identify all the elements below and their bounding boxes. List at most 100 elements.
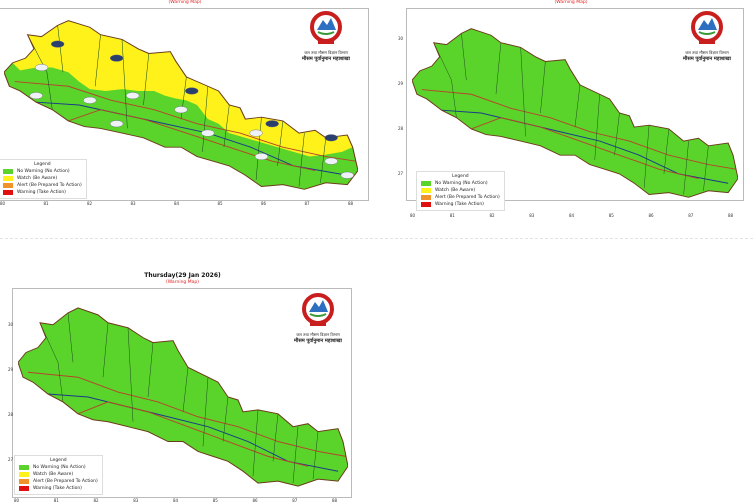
district-boundary (433, 42, 689, 195)
x-axis-tick: 82 (87, 201, 93, 206)
y-axis-tick: 30 (8, 322, 14, 327)
y-axis-tick: 28 (8, 412, 14, 417)
logo-department-text: जल तथा मौसम विज्ञान विभाग (304, 50, 348, 55)
cloud-rain-icon (50, 40, 65, 48)
legend-swatch (421, 195, 431, 200)
emblem-icon (310, 11, 342, 44)
y-axis-tick: 29 (8, 367, 14, 372)
map-legend: Legend No Warning (No Action) Watch (Be Aw… (416, 171, 505, 211)
district-boundary (57, 25, 327, 183)
legend-item: No Warning (No Action) (421, 180, 500, 187)
warning-map-panel-1: (Warning Map) जल तथा मौसम विज्ञान विभाग म… (0, 0, 370, 220)
map-subtitle: (Warning Map) (168, 0, 202, 5)
legend-swatch (421, 188, 431, 193)
x-axis-tick: 88 (348, 201, 354, 206)
cloud-icon (324, 157, 338, 165)
cloud-icon (174, 106, 188, 114)
legend-swatch (3, 190, 13, 195)
district-boundary (461, 33, 709, 191)
province-boundary (36, 101, 348, 176)
y-axis-tick: 30 (398, 36, 404, 41)
legend-swatch (3, 183, 13, 188)
warning-map-panel-2: (Warning Map) जल तथा मौसम विज्ञान विभाग म… (396, 0, 746, 220)
x-axis-tick: 85 (217, 201, 223, 206)
map-title: Thursday(29 Jan 2026) (144, 272, 221, 279)
province-boundary (68, 109, 316, 172)
x-axis-tick: 82 (489, 213, 495, 218)
province-boundary (471, 117, 699, 180)
legend-label: Alert (Be Prepared To Action) (17, 183, 82, 188)
cloud-icon (249, 129, 263, 137)
map-legend: Legend No Warning (No Action) Watch (Be Aw… (14, 455, 103, 495)
x-axis-tick: 88 (728, 213, 734, 218)
x-axis-tick: 81 (43, 201, 49, 206)
cloud-rain-icon (324, 134, 338, 142)
section-divider (0, 238, 753, 239)
cloud-icon (340, 171, 354, 179)
x-axis-tick: 80 (14, 498, 20, 503)
map-subtitle: (Warning Map) (554, 0, 588, 5)
map-subtitle: (Warning Map) (166, 280, 199, 285)
province-boundary (421, 89, 737, 170)
legend-item: No Warning (No Action) (19, 464, 98, 471)
x-axis-tick: 84 (173, 498, 179, 503)
legend-item: Watch (Be Aware) (19, 471, 98, 478)
province-boundary (47, 393, 339, 472)
legend-swatch (421, 181, 431, 186)
cloud-icon (201, 129, 215, 137)
nepal-district-map (412, 28, 738, 198)
country-outline (18, 307, 348, 487)
x-axis-tick: 87 (688, 213, 694, 218)
legend-label: No Warning (No Action) (435, 181, 488, 186)
x-axis-tick: 88 (332, 498, 338, 503)
legend-item: Alert (Be Prepared To Action) (3, 182, 82, 189)
country-outline (412, 28, 738, 198)
x-axis-tick: 84 (174, 201, 180, 206)
legend-swatch (19, 479, 29, 484)
district-boundary (67, 312, 319, 480)
logo-division-text: मौसम पूर्वानुमान महाशाखा (302, 56, 350, 62)
cloud-rain-icon (109, 54, 124, 62)
province-boundary (14, 81, 356, 162)
cloud-icon (126, 92, 140, 100)
legend-label: Watch (Be Aware) (435, 188, 476, 193)
district-boundary (39, 322, 299, 484)
x-axis-tick: 80 (410, 213, 416, 218)
legend-title: Legend (34, 162, 51, 167)
legend-item: Warning (Take Action) (3, 189, 82, 196)
dhm-logo: जल तथा मौसम विज्ञान विभाग मौसम पूर्वानुमा… (671, 10, 743, 62)
emblem-icon (302, 293, 334, 326)
cloud-rain-icon (185, 87, 199, 95)
x-axis-tick: 84 (569, 213, 575, 218)
legend-swatch (19, 465, 29, 470)
x-axis-tick: 83 (529, 213, 535, 218)
legend-swatch (3, 176, 13, 181)
y-axis-tick: 27 (398, 171, 404, 176)
legend-swatch (421, 202, 431, 207)
map-legend: Legend No Warning (No Action) Watch (Be Aw… (0, 159, 87, 199)
logo-division-text: मौसम पूर्वानुमान महाशाखा (683, 56, 731, 62)
legend-label: Warning (Take Action) (33, 486, 82, 491)
legend-label: Warning (Take Action) (17, 190, 66, 195)
x-axis-tick: 82 (93, 498, 99, 503)
x-axis-tick: 86 (261, 201, 267, 206)
legend-label: Warning (Take Action) (435, 202, 484, 207)
cloud-icon (83, 96, 97, 104)
legend-swatch (19, 486, 29, 491)
cloud-icon (109, 120, 124, 128)
legend-label: No Warning (No Action) (17, 169, 70, 174)
x-axis-tick: 83 (130, 201, 136, 206)
cloud-icon (29, 92, 43, 100)
legend-label: Alert (Be Prepared To Action) (435, 195, 500, 200)
x-axis-tick: 87 (304, 201, 310, 206)
no-warning-region (18, 307, 348, 487)
logo-department-text: जल तथा मौसम विज्ञान विभाग (685, 50, 729, 55)
no-warning-region (412, 28, 738, 198)
legend-item: Alert (Be Prepared To Action) (19, 478, 98, 485)
y-axis-tick: 27 (8, 457, 14, 462)
legend-item: Alert (Be Prepared To Action) (421, 194, 500, 201)
logo-department-text: जल तथा मौसम विज्ञान विभाग (296, 332, 340, 337)
cloud-icon (254, 153, 269, 160)
legend-item: Warning (Take Action) (421, 201, 500, 208)
legend-item: Watch (Be Aware) (421, 187, 500, 194)
